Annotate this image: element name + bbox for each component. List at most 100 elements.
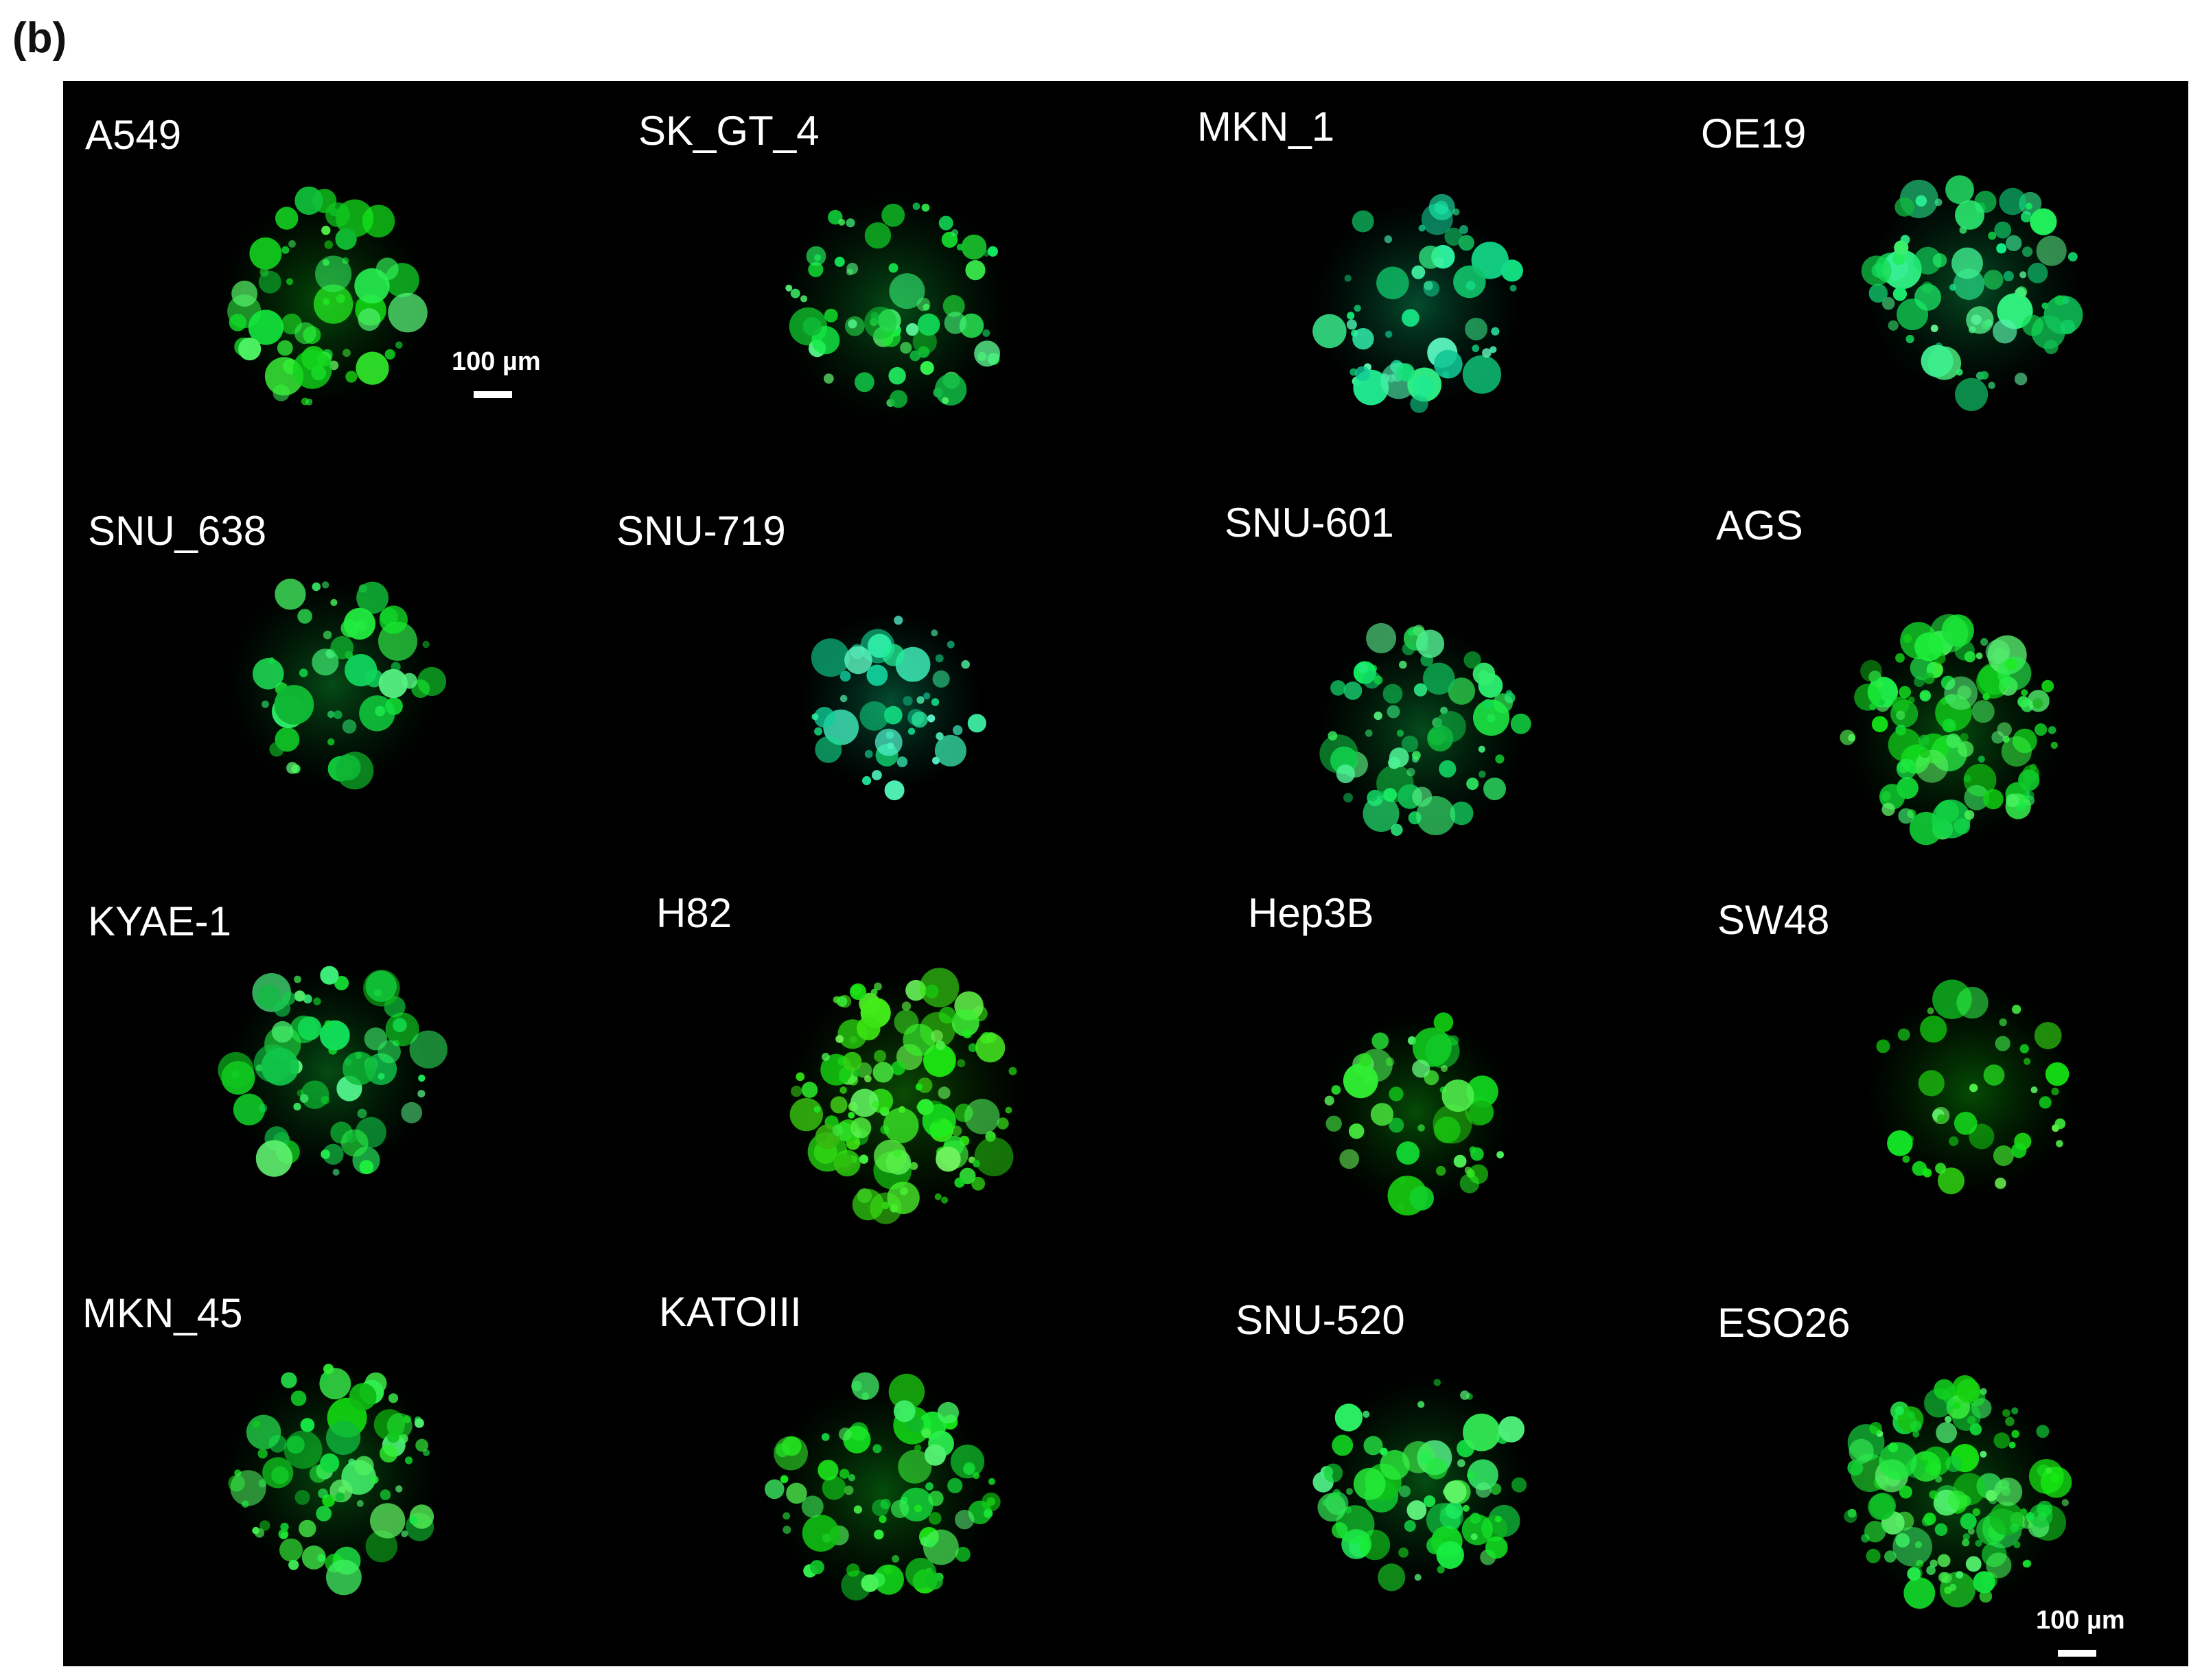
spheroid [1875, 681, 1883, 688]
spheroid [1509, 284, 1517, 292]
spheroid [1389, 1086, 1404, 1101]
spheroid [924, 1444, 947, 1466]
spheroid [1355, 366, 1370, 382]
spheroid [1914, 632, 1944, 662]
cell-line-label: AGS [1716, 502, 1803, 548]
spheroid [1869, 1422, 1882, 1435]
organoid-panel: AGS [1657, 477, 2188, 873]
spheroid [1938, 1167, 1965, 1195]
spheroid [888, 1373, 925, 1410]
spheroid [967, 714, 986, 733]
spheroid [343, 607, 375, 640]
spheroid [409, 1030, 448, 1069]
spheroid [2014, 373, 2028, 386]
spheroid [2022, 1560, 2030, 1567]
scale-bar [2058, 1650, 2096, 1657]
spheroid [1466, 1169, 1475, 1178]
spheroid [2024, 790, 2035, 801]
spheroid [380, 1489, 391, 1500]
spheroid [824, 373, 834, 384]
spheroid [1951, 247, 1983, 279]
spheroid [340, 1129, 369, 1157]
spheroid [2012, 1005, 2021, 1014]
spheroid [1453, 1154, 1467, 1168]
spheroid [896, 756, 908, 767]
spheroid [1868, 1493, 1895, 1521]
spheroid [1963, 775, 1971, 783]
spheroid [870, 988, 878, 996]
cell-line-label: SNU-719 [616, 508, 786, 554]
spheroid [231, 280, 258, 307]
spheroid [961, 234, 987, 260]
cell-line-label: KATOIII [659, 1289, 802, 1335]
spheroid [1937, 1114, 1946, 1123]
cell-line-label: MKN_45 [82, 1290, 243, 1336]
spheroid [839, 695, 848, 703]
spheroid [815, 736, 842, 763]
spheroid [873, 1564, 904, 1595]
spheroid [1894, 240, 1909, 255]
spheroid [315, 255, 352, 292]
spheroid [258, 1104, 268, 1112]
spheroid [326, 1420, 361, 1455]
spheroid [888, 263, 899, 273]
spheroid [850, 983, 866, 1000]
spheroid [923, 692, 931, 700]
spheroid [864, 1075, 872, 1083]
spheroid [395, 1485, 403, 1493]
spheroid [839, 1075, 846, 1082]
spheroid [1339, 1149, 1360, 1169]
spheroid [919, 968, 960, 1007]
organoid-image [224, 576, 447, 793]
spheroid [1881, 802, 1895, 817]
spheroid [947, 640, 955, 649]
spheroid [294, 186, 323, 215]
spheroid [317, 1554, 325, 1562]
spheroid [359, 695, 395, 732]
spheroid [1463, 651, 1481, 669]
spheroid [1994, 221, 2012, 239]
spheroid [330, 598, 338, 607]
spheroid [1971, 314, 1982, 325]
spheroid [2022, 314, 2044, 336]
spheroid [1896, 758, 1917, 780]
spheroid [1848, 1438, 1874, 1464]
spheroid [894, 616, 903, 625]
spheroid [1910, 1421, 1922, 1432]
spheroid [1005, 1106, 1012, 1114]
spheroid [326, 1559, 362, 1596]
spheroid [277, 340, 293, 356]
spheroid [909, 1162, 918, 1170]
spheroid [1367, 791, 1378, 802]
spheroid [1892, 252, 1905, 266]
spheroid [252, 1420, 260, 1428]
spheroid [342, 719, 357, 734]
spheroid [938, 215, 953, 231]
cell-line-label: SK_GT_4 [638, 108, 820, 154]
spheroid [320, 1453, 340, 1473]
spheroid [249, 237, 282, 270]
spheroid [1385, 330, 1393, 338]
spheroid [1919, 734, 1930, 746]
spheroid [931, 629, 938, 637]
spheroid [1949, 1136, 1959, 1146]
spheroid [861, 1574, 879, 1592]
spheroid [883, 1108, 919, 1143]
spheroid [2054, 295, 2065, 306]
spheroid [800, 295, 808, 303]
spheroid [345, 371, 358, 383]
spheroid [1319, 734, 1358, 773]
spheroid [813, 1106, 821, 1113]
spheroid [2035, 723, 2048, 736]
spheroid [313, 284, 354, 324]
spheroid [1945, 175, 1974, 205]
organoid-image [216, 186, 432, 409]
spheroid [1398, 1548, 1409, 1558]
spheroid [874, 1139, 907, 1173]
spheroid [1348, 1123, 1365, 1139]
spheroid [938, 1006, 956, 1024]
spheroid [1965, 1556, 1982, 1572]
spheroid [1915, 749, 1949, 783]
spheroid [1398, 1485, 1411, 1497]
spheroid [916, 696, 925, 704]
